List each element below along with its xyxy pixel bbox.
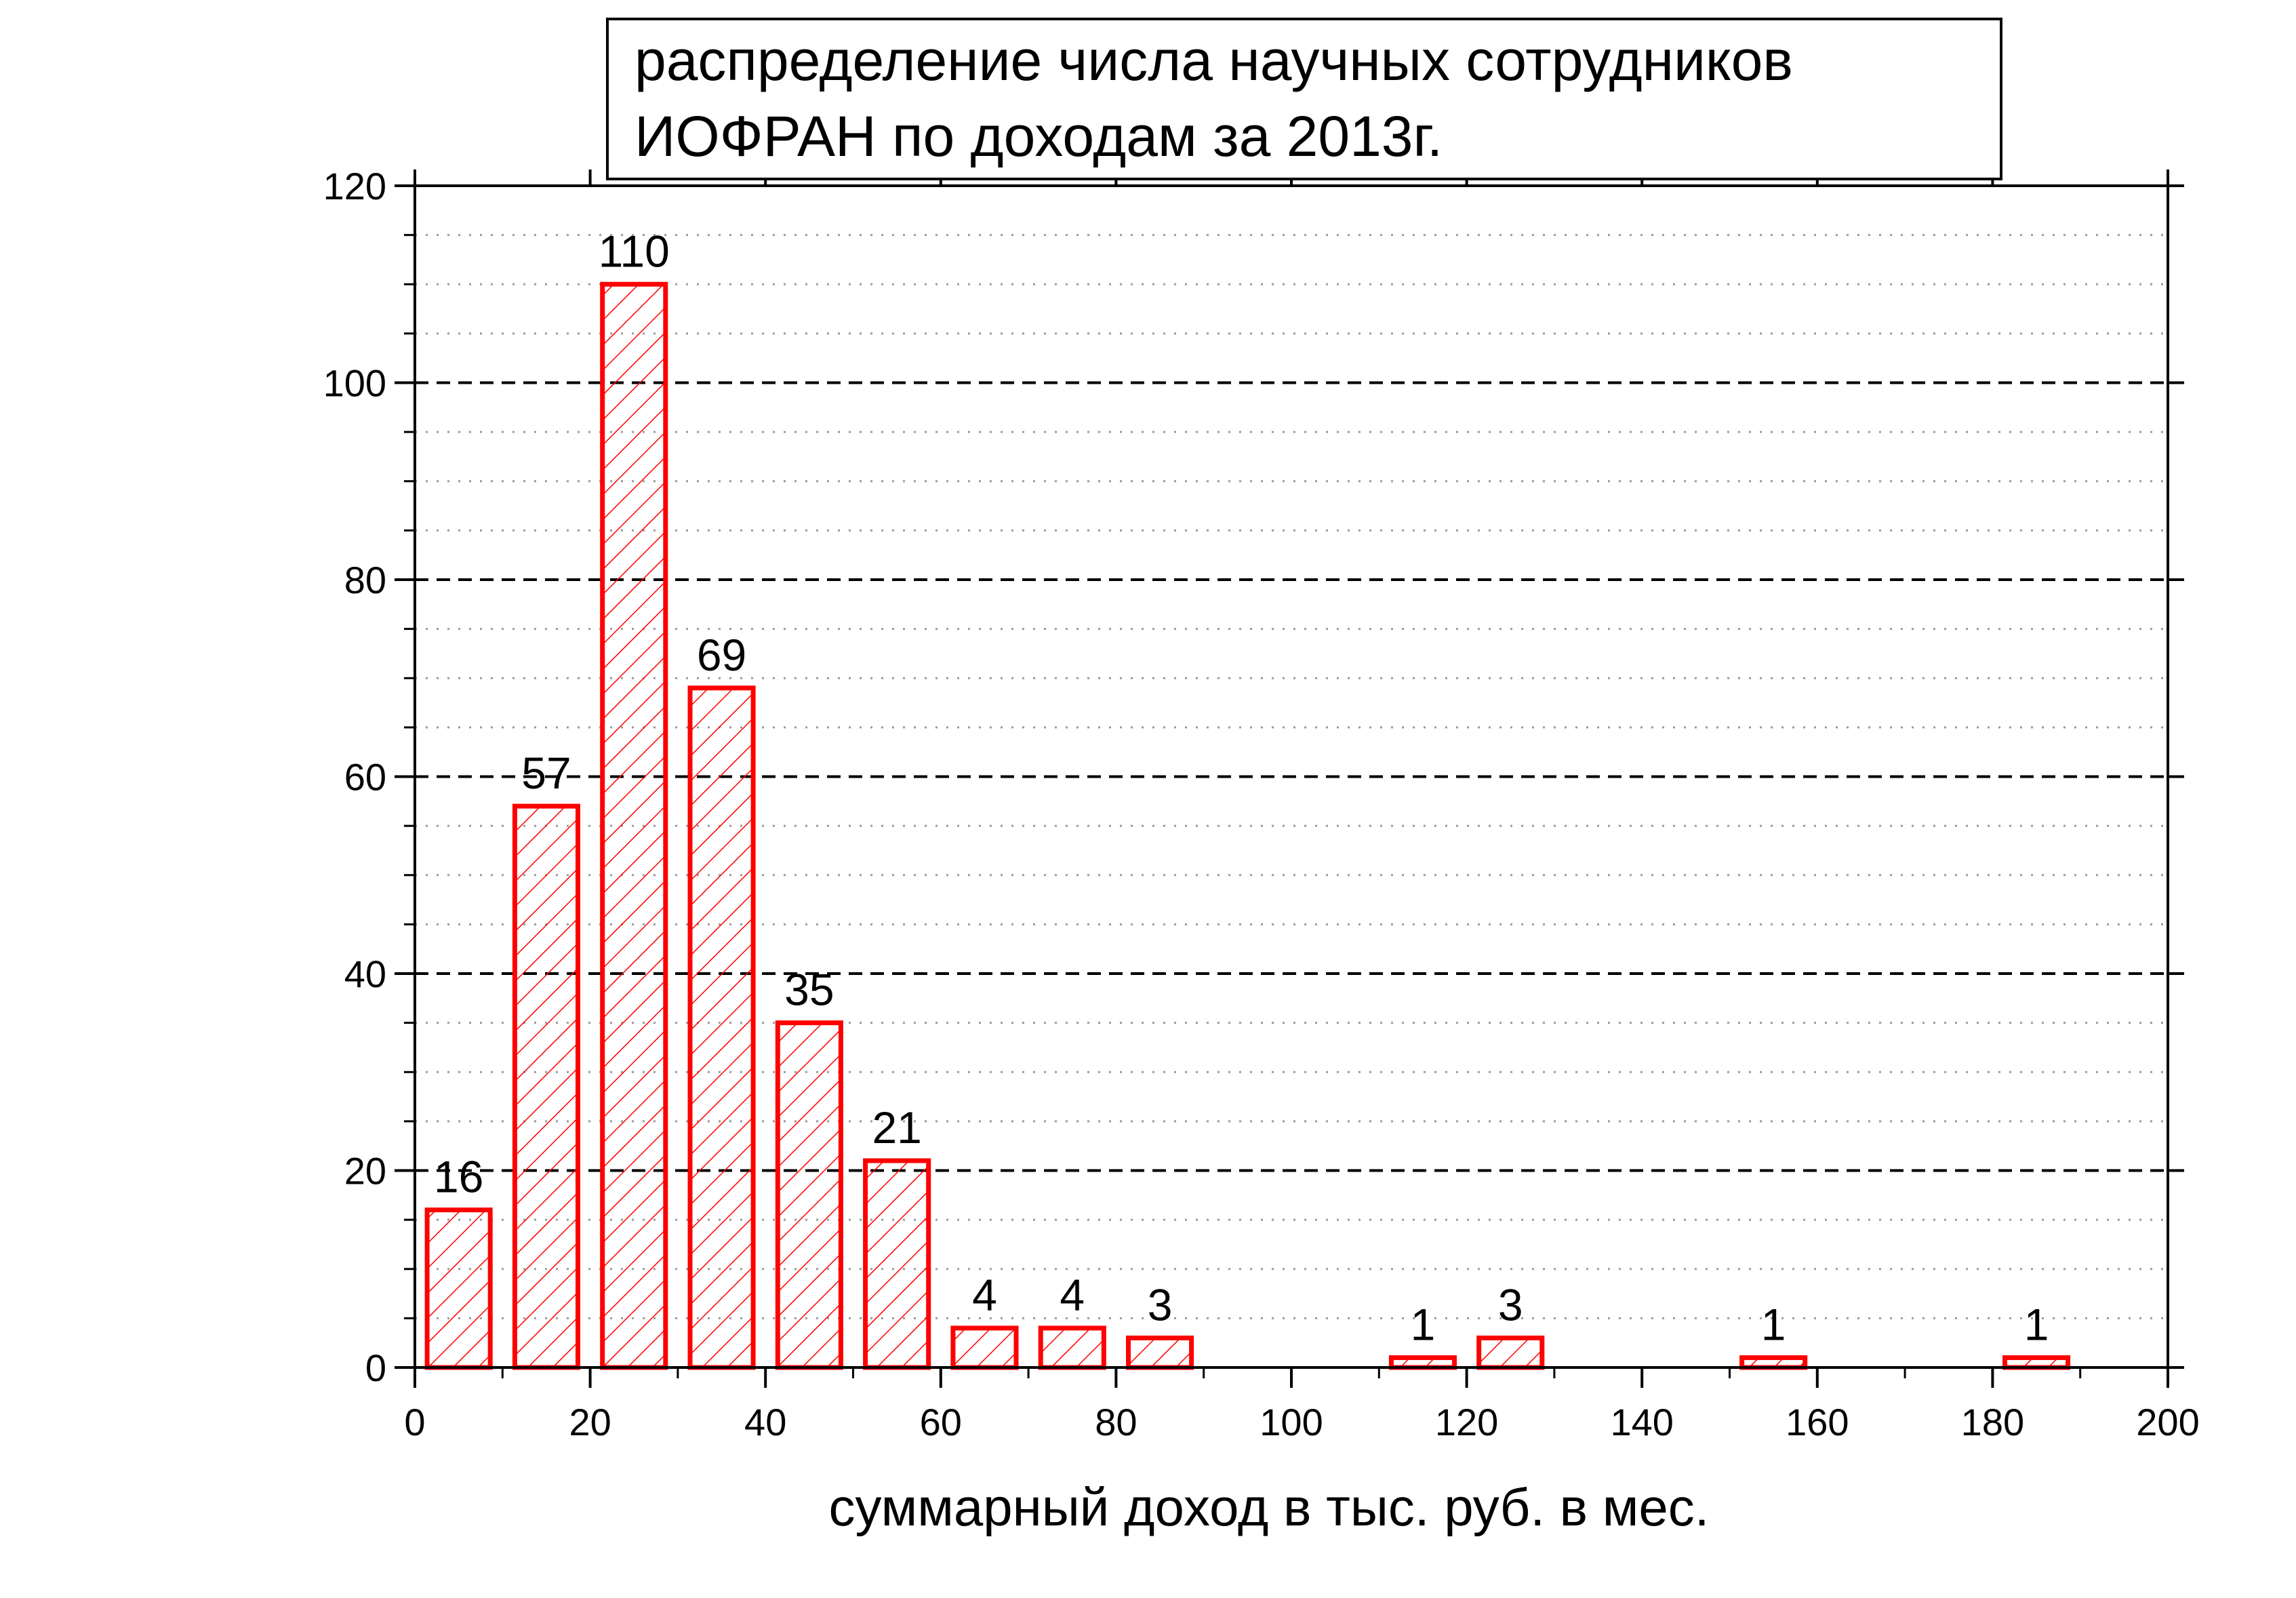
bar: [512, 803, 580, 1370]
chart-title-box: распределение числа научных сотрудников …: [606, 18, 2002, 180]
bar-value-label: 1: [1411, 1299, 1436, 1349]
x-axis-label: суммарный доход в тыс. руб. в мес.: [829, 1477, 1710, 1537]
bar-value-label: 3: [1148, 1279, 1173, 1330]
bar: [687, 685, 756, 1370]
bar: [1126, 1335, 1194, 1370]
x-tick-label: 200: [2136, 1401, 2199, 1443]
x-tick-label: 100: [1260, 1401, 1323, 1443]
grid-layer: [415, 234, 2168, 1319]
bar: [2002, 1355, 2071, 1370]
bar: [600, 281, 668, 1370]
bar: [950, 1325, 1019, 1370]
bar-value-label: 4: [972, 1270, 997, 1320]
y-tick-label: 60: [344, 756, 386, 799]
bar-value-label: 16: [434, 1152, 483, 1202]
bar-value-label: 35: [784, 965, 834, 1015]
bar-value-label: 1: [2024, 1299, 2049, 1349]
bar-value-label: 110: [599, 226, 670, 276]
y-tick-label: 0: [365, 1346, 386, 1389]
x-tick-label: 20: [569, 1401, 611, 1443]
y-tick-label: 20: [344, 1150, 386, 1193]
bar: [1388, 1355, 1457, 1370]
bar-value-label: 21: [872, 1102, 921, 1153]
bar: [863, 1158, 931, 1370]
bar-value-label: 4: [1060, 1270, 1085, 1320]
y-tick-label: 40: [344, 953, 386, 995]
bar-value-label: 1: [1761, 1299, 1786, 1349]
bar-value-label: 3: [1498, 1279, 1523, 1330]
x-tick-label: 80: [1095, 1401, 1137, 1443]
x-tick-label: 140: [1610, 1401, 1673, 1443]
bar: [424, 1207, 493, 1370]
y-tick-label: 80: [344, 559, 386, 601]
bars-layer: 16 57 110 69 35 21 4 4 3 1 3 1 1: [424, 226, 2071, 1370]
chart-title-line-1: распределение числа научных сотрудников: [635, 28, 1793, 92]
x-tick-label: 40: [744, 1401, 786, 1443]
x-tick-label: 160: [1786, 1401, 1849, 1443]
x-tick-label: 60: [920, 1401, 962, 1443]
bar: [1739, 1355, 1808, 1370]
bar-value-label: 69: [697, 630, 746, 680]
x-tick-label: 0: [404, 1401, 425, 1443]
bar: [1476, 1335, 1545, 1370]
bar: [775, 1020, 843, 1370]
x-tick-label: 120: [1435, 1401, 1498, 1443]
title-frame: [606, 18, 2002, 180]
y-tick-label: 120: [323, 165, 386, 207]
y-tick-label: 100: [323, 362, 386, 405]
bar-value-label: 57: [521, 748, 571, 798]
x-tick-label: 180: [1961, 1401, 2024, 1443]
bar: [1038, 1325, 1106, 1370]
chart-title-line-2: ИОФРАН по доходам за 2013г.: [635, 104, 1443, 168]
